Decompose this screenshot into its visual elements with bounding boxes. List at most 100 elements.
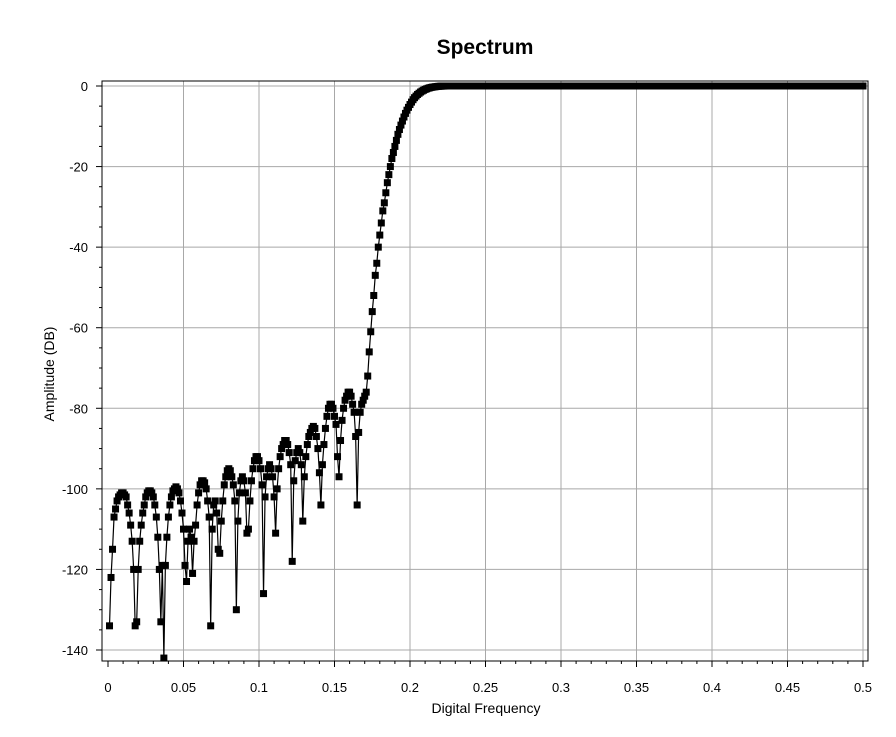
data-point bbox=[350, 408, 358, 416]
x-tick-label: 0.5 bbox=[854, 680, 872, 695]
data-point bbox=[266, 461, 274, 469]
data-point bbox=[107, 573, 115, 581]
data-point bbox=[244, 525, 252, 533]
data-point bbox=[112, 505, 120, 513]
data-point bbox=[207, 622, 215, 630]
data-point bbox=[383, 179, 391, 187]
data-point bbox=[299, 517, 307, 525]
data-point bbox=[385, 171, 393, 179]
data-point bbox=[183, 578, 191, 586]
data-point bbox=[205, 513, 213, 521]
data-point bbox=[317, 501, 325, 509]
data-point bbox=[231, 497, 239, 505]
y-axis: 0 -20 -40 -60 -80 -100 -120 -140 bbox=[62, 79, 102, 658]
data-point bbox=[278, 445, 286, 453]
data-point bbox=[217, 517, 225, 525]
data-point bbox=[255, 457, 263, 465]
data-point bbox=[110, 513, 118, 521]
data-point bbox=[137, 521, 145, 529]
data-point bbox=[362, 388, 370, 396]
data-point bbox=[300, 473, 308, 481]
x-tick-label: 0 bbox=[104, 680, 111, 695]
data-point bbox=[157, 618, 165, 626]
data-point bbox=[273, 485, 281, 493]
data-point bbox=[155, 565, 163, 573]
data-point bbox=[249, 465, 257, 473]
data-point bbox=[379, 207, 387, 215]
data-point bbox=[305, 432, 313, 440]
data-point bbox=[124, 501, 132, 509]
data-point bbox=[232, 606, 240, 614]
y-tick-label: -20 bbox=[69, 160, 88, 175]
y-tick-label: -140 bbox=[62, 643, 88, 658]
data-point bbox=[213, 509, 221, 517]
data-point bbox=[368, 308, 376, 316]
data-point bbox=[190, 537, 198, 545]
data-point bbox=[184, 537, 192, 545]
data-point bbox=[323, 412, 331, 420]
data-point bbox=[133, 618, 141, 626]
x-tick-label: 0.05 bbox=[171, 680, 196, 695]
data-point bbox=[122, 493, 130, 501]
data-point bbox=[260, 590, 268, 598]
data-point bbox=[149, 493, 157, 501]
y-tick-label: -60 bbox=[69, 321, 88, 336]
data-point bbox=[201, 479, 209, 487]
data-point bbox=[337, 437, 345, 445]
data-point bbox=[257, 465, 265, 473]
x-tick-label: 0.3 bbox=[552, 680, 570, 695]
data-point bbox=[338, 416, 346, 424]
data-point bbox=[148, 489, 156, 497]
data-point bbox=[151, 501, 159, 509]
data-point bbox=[234, 517, 242, 525]
data-point bbox=[331, 412, 338, 420]
data-point bbox=[125, 509, 133, 517]
data-point bbox=[193, 501, 201, 509]
data-point bbox=[346, 388, 354, 396]
data-point bbox=[140, 501, 148, 509]
data-point bbox=[275, 465, 283, 473]
data-point bbox=[220, 481, 228, 489]
data-point bbox=[187, 533, 195, 541]
data-point bbox=[365, 348, 373, 356]
data-point bbox=[332, 420, 340, 428]
data-point bbox=[311, 424, 319, 432]
series-line bbox=[108, 85, 863, 659]
data-point bbox=[176, 497, 184, 505]
data-point bbox=[347, 392, 355, 400]
data-point bbox=[395, 126, 403, 134]
data-point bbox=[261, 493, 269, 501]
data-point bbox=[163, 533, 171, 541]
data-point bbox=[370, 291, 378, 299]
data-point bbox=[202, 485, 210, 493]
data-point bbox=[386, 163, 394, 171]
data-point bbox=[294, 445, 302, 453]
series bbox=[106, 82, 867, 662]
data-point bbox=[241, 489, 249, 497]
data-point bbox=[397, 121, 405, 129]
data-point bbox=[364, 372, 372, 380]
data-point bbox=[303, 441, 311, 449]
data-point bbox=[263, 473, 271, 481]
data-point bbox=[314, 445, 322, 453]
data-point bbox=[142, 493, 150, 501]
data-point bbox=[279, 441, 287, 449]
data-point bbox=[291, 457, 299, 465]
data-point bbox=[377, 219, 385, 227]
x-tick-label: 0.35 bbox=[624, 680, 649, 695]
data-point bbox=[161, 561, 169, 569]
x-tick-label: 0.25 bbox=[473, 680, 498, 695]
data-point bbox=[355, 428, 363, 436]
data-point bbox=[276, 453, 284, 461]
data-point bbox=[324, 404, 332, 412]
data-point bbox=[173, 485, 181, 493]
data-point bbox=[287, 461, 295, 469]
data-point bbox=[196, 481, 204, 489]
data-point bbox=[398, 117, 406, 125]
data-point bbox=[297, 461, 305, 469]
data-point bbox=[269, 473, 277, 481]
data-point bbox=[361, 392, 369, 400]
data-point bbox=[222, 473, 230, 481]
data-point bbox=[391, 142, 399, 150]
